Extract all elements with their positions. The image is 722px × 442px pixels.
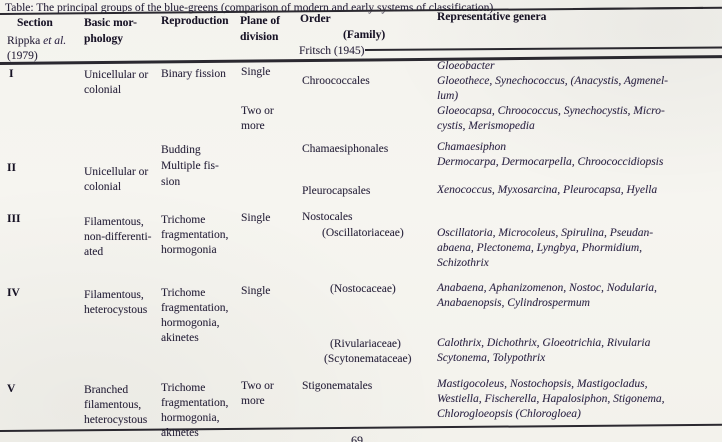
plane-of-division-line: Single: [241, 212, 271, 224]
morphology-line: Unicellular or: [84, 69, 149, 81]
family-name: (Nostocaceae): [330, 283, 396, 295]
genera-line: Calothrix, Dichothrix, Gloeotrichia, Riv…: [437, 337, 651, 349]
reproduction-line: Budding: [161, 144, 201, 156]
genera-line: Gloeothece, Synechococcus, (Anacystis, A…: [437, 75, 668, 87]
header-representative-genera: Representative genera: [437, 11, 547, 23]
reproduction-line: fragmentation,: [161, 229, 229, 241]
header-plane-line1: Plane of: [240, 15, 280, 27]
header-section-year: (1979): [7, 50, 38, 62]
genera-line: Schizothrix: [437, 257, 489, 269]
section-label-II: II: [7, 162, 16, 174]
header-section-authors-name: Rippka: [7, 35, 44, 47]
plane-of-division-line: Two or: [241, 380, 274, 392]
family-name: (Oscillatoriaceae): [322, 227, 404, 239]
reproduction-line: Binary fission: [161, 68, 226, 80]
genera-line: cystis, Merismopedia: [437, 120, 535, 132]
header-order-fritsch: Fritsch (1945): [299, 45, 365, 57]
header-section-authors-etal: et al.: [43, 35, 67, 47]
order-name: Nostocales: [302, 211, 353, 223]
reproduction-line: Multiple fis-: [161, 160, 219, 172]
genera-line: Mastigocoleus, Nostochopsis, Mastigoclad…: [437, 378, 648, 390]
genera-line: Scytonema, Tolypothrix: [437, 352, 546, 364]
reproduction-line: hormogonia: [161, 244, 217, 256]
reproduction-line: hormogonia,: [161, 317, 220, 329]
section-label-III: III: [7, 213, 21, 225]
header-section-authors: Rippka et al.: [7, 35, 66, 48]
header-morphology-line1: Basic mor-: [84, 17, 137, 29]
family-name: (Scytonemataceae): [324, 353, 412, 365]
section-label-IV: IV: [7, 287, 20, 299]
morphology-line: filamentous,: [84, 399, 142, 411]
genera-line: Anabaena, Aphanizomenon, Nostoc, Nodular…: [437, 282, 657, 294]
reproduction-line: Trichome: [161, 214, 206, 226]
reproduction-line: fragmentation,: [161, 302, 229, 314]
header-order-family: (Family): [343, 29, 386, 41]
family-name: (Rivulariaceae): [330, 338, 401, 350]
header-plane-line2: division: [240, 31, 279, 43]
morphology-line: non-differenti-: [84, 231, 152, 243]
order-name: Pleurocapsales: [302, 185, 371, 197]
page-number: 69: [351, 433, 363, 442]
header-morphology-line2: phology: [84, 33, 123, 45]
header-order: Order: [300, 13, 331, 25]
plane-of-division-line: Single: [241, 66, 271, 78]
genera-line: Xenococcus, Myxosarcina, Pleurocapsa, Hy…: [437, 184, 658, 196]
morphology-line: Branched: [84, 384, 129, 396]
genera-line: Westiella, Fischerella, Hapalosiphon, St…: [437, 393, 665, 405]
morphology-line: Filamentous,: [84, 289, 144, 301]
plane-of-division-line: Two or: [241, 105, 274, 117]
reproduction-line: fragmentation,: [161, 397, 229, 409]
reproduction-line: Trichome: [161, 287, 206, 299]
genera-line: lum): [437, 90, 459, 102]
plane-of-division-line: more: [241, 395, 265, 407]
section-label-V: V: [7, 383, 16, 395]
order-name: Chroococcales: [302, 75, 370, 87]
reproduction-line: akinetes: [161, 427, 199, 439]
genera-line: Dermocarpa, Dermocarpella, Chroococcidio…: [437, 156, 664, 168]
reproduction-line: hormogonia,: [161, 412, 220, 424]
reproduction-line: Trichome: [161, 382, 206, 394]
morphology-line: heterocystous: [84, 304, 148, 316]
header-reproduction: Reproduction: [161, 15, 229, 27]
genera-line: Oscillatoria, Microcoleus, Spirulina, Ps…: [437, 227, 654, 239]
fritsch-side-rule: [364, 46, 722, 51]
genera-line: Chlorogloeopsis (Chlorogloea): [437, 408, 581, 420]
morphology-line: ated: [84, 246, 104, 258]
morphology-line: colonial: [84, 84, 122, 96]
section-label-I: I: [9, 68, 14, 80]
morphology-line: Unicellular or: [84, 166, 149, 178]
genera-line: Gloeocapsa, Chroococcus, Synechocystis, …: [437, 105, 665, 117]
reproduction-line: akinetes: [161, 332, 199, 344]
plane-of-division-line: Single: [241, 285, 271, 297]
genera-line: Anabaenopsis, Cylindrospermum: [437, 297, 590, 309]
order-name: Stigonematales: [302, 380, 373, 392]
order-name: Chamaesiphonales: [302, 143, 389, 155]
genera-line: Gloeobacter: [437, 60, 495, 72]
morphology-line: Filamentous,: [84, 216, 144, 228]
plane-of-division-line: more: [241, 120, 265, 132]
morphology-line: colonial: [84, 181, 122, 193]
reproduction-line: sion: [161, 176, 181, 188]
morphology-line: heterocystous: [84, 414, 148, 426]
genera-line: Chamaesiphon: [437, 141, 506, 153]
genera-line: abaena, Plectonema, Lyngbya, Phormidium,: [437, 242, 643, 254]
header-section: Section: [17, 17, 53, 29]
